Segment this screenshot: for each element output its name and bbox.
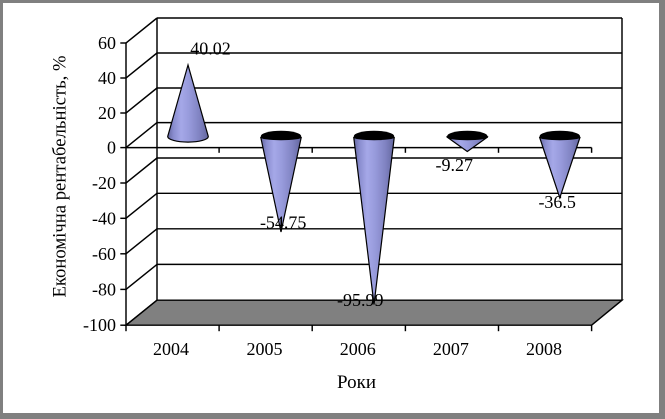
svg-text:60: 60 (98, 33, 116, 53)
svg-text:Роки: Роки (337, 372, 376, 393)
svg-text:-36.5: -36.5 (538, 192, 576, 212)
svg-text:-95.99: -95.99 (337, 290, 384, 310)
svg-text:40: 40 (98, 68, 116, 88)
svg-text:Економічна рентабельність, %: Економічна рентабельність, % (50, 55, 71, 297)
svg-text:-20: -20 (92, 173, 116, 193)
svg-text:-9.27: -9.27 (436, 155, 474, 175)
svg-text:-60: -60 (92, 244, 116, 264)
svg-text:2005: 2005 (247, 339, 283, 359)
svg-text:-80: -80 (92, 279, 116, 299)
svg-text:2004: 2004 (153, 339, 189, 359)
svg-text:20: 20 (98, 103, 116, 123)
svg-text:40.02: 40.02 (190, 39, 231, 59)
svg-text:2006: 2006 (340, 339, 376, 359)
svg-text:0: 0 (107, 138, 116, 158)
svg-text:2008: 2008 (526, 339, 562, 359)
svg-text:-100: -100 (83, 315, 116, 335)
svg-text:2007: 2007 (433, 339, 469, 359)
svg-text:-54.75: -54.75 (260, 212, 307, 232)
svg-text:-40: -40 (92, 208, 116, 228)
